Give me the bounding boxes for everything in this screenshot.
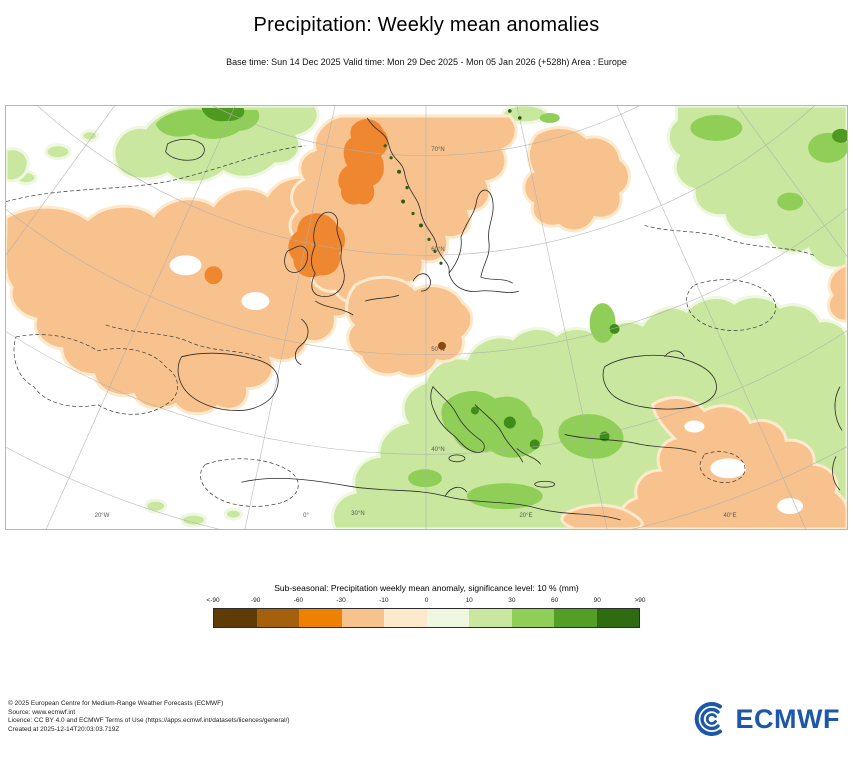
legend-swatch (469, 609, 512, 627)
no-anomaly-gaps (169, 255, 804, 515)
legend-swatch (596, 609, 639, 627)
legend-swatch (384, 609, 427, 627)
map-canvas (6, 106, 847, 529)
ecmwf-logo: ECMWF (693, 701, 840, 737)
legend: <-90 -90 -60 -30 -10 0 10 30 60 90 >90 (206, 597, 646, 628)
legend-swatch (256, 609, 299, 627)
graticule (6, 106, 847, 529)
europe-anomaly-map: 70°N 60°N 50°N 40°N 30°N 20°W 0° 20°E 40°E (5, 105, 848, 530)
legend-tick-label: 30 (508, 597, 516, 604)
legend-tick-label: -90 (250, 597, 261, 604)
legend-ticks: <-90 -90 -60 -30 -10 0 10 30 60 90 >90 (206, 597, 645, 606)
footer-lines: © 2025 European Centre for Medium-Range … (8, 700, 290, 734)
legend-tick-label: 90 (593, 597, 601, 604)
footer-line: © 2025 European Centre for Medium-Range … (8, 700, 224, 707)
map-subtitle: Base time: Sun 14 Dec 2025 Valid time: M… (226, 57, 627, 67)
legend-swatch (511, 609, 554, 627)
legend-colorbar (213, 608, 640, 628)
legend-tick-label: 10 (465, 597, 473, 604)
legend-tick-label: -30 (336, 597, 346, 604)
significance-contours (6, 145, 815, 507)
footer: © 2025 European Centre for Medium-Range … (8, 700, 844, 737)
legend-swatch (214, 609, 257, 627)
legend-swatch (554, 609, 597, 627)
coastlines (165, 117, 843, 521)
negative-anomaly-strong (204, 119, 446, 350)
footer-line: Licence: CC BY 4.0 and ECMWF Terms of Us… (8, 717, 290, 725)
legend-swatch (426, 609, 469, 627)
legend-tick-label: <-90 (206, 597, 220, 604)
extreme-anomaly-specks (383, 109, 522, 265)
legend-tick-label: -10 (379, 597, 389, 604)
page-title: Precipitation: Weekly mean anomalies (253, 14, 600, 36)
legend-tick-label: -60 (293, 597, 304, 604)
legend-swatch (341, 609, 384, 627)
legend-tick-label: 0 (424, 597, 429, 604)
footer-line: Created at 2025-12-14T20:03:03.719Z (8, 725, 120, 733)
legend-tick-label: >90 (634, 597, 646, 604)
legend-title: Sub-seasonal: Precipitation weekly mean … (274, 583, 579, 593)
positive-anomaly-strong (155, 107, 847, 510)
ecmwf-logo-text: ECMWF (735, 703, 840, 734)
legend-tick-label: 60 (550, 597, 559, 604)
ecmwf-logo-mark (694, 702, 722, 736)
footer-line: Source: www.ecmwf.int (8, 708, 76, 716)
legend-swatch (299, 609, 342, 627)
